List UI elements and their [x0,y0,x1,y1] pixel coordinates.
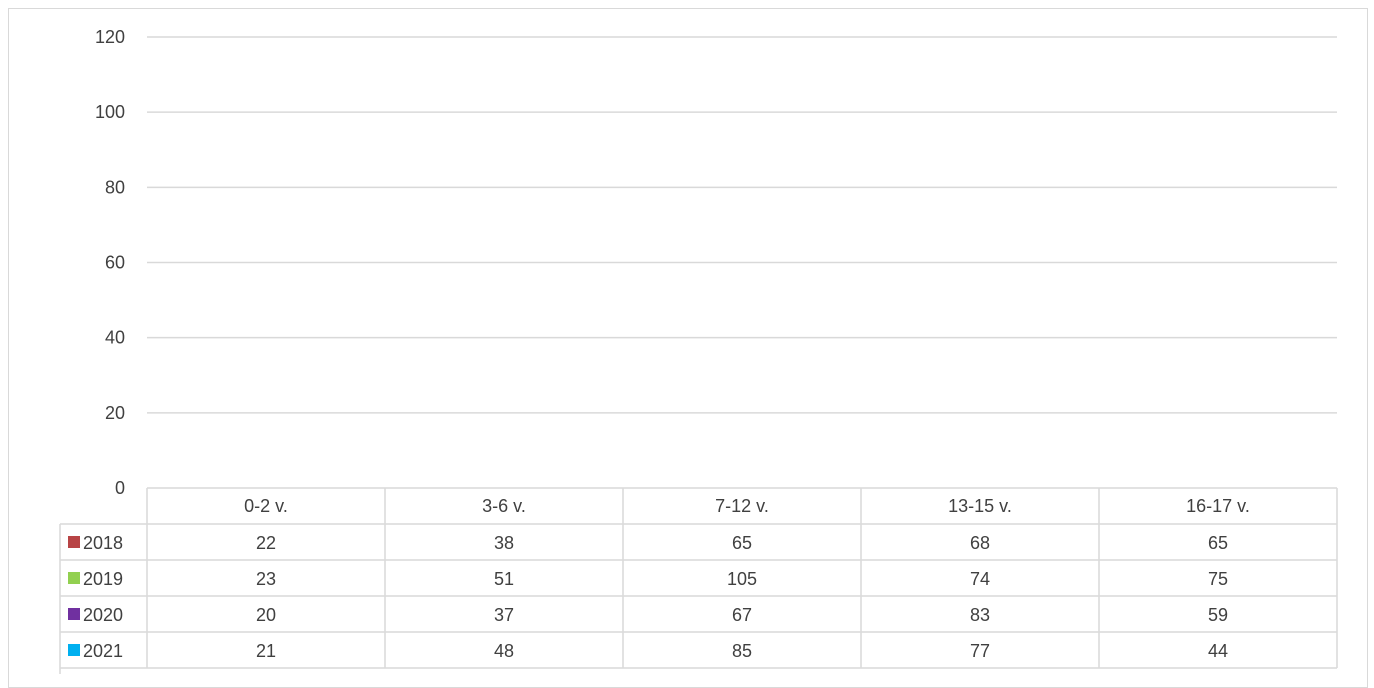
data-label: 85 [732,641,752,661]
legend-label: 2020 [83,605,123,625]
y-tick-label: 20 [105,403,125,423]
y-tick-label: 40 [105,328,125,348]
data-label: 65 [1208,533,1228,553]
data-label: 68 [970,533,990,553]
y-tick-label: 80 [105,177,125,197]
data-label: 74 [970,569,990,589]
legend-label: 2021 [83,641,123,661]
data-label: 20 [256,605,276,625]
bars [183,93,1301,488]
category-label: 7-12 v. [715,496,769,516]
data-label: 23 [256,569,276,589]
data-label: 105 [727,569,757,589]
y-tick-label: 60 [105,253,125,273]
data-label: 51 [494,569,514,589]
data-label: 22 [256,533,276,553]
legend-label: 2018 [83,533,123,553]
chart: 0 20 40 60 80 100 120 0-2 v. 3-6 v. 7-12 v. 13-15… [59,27,1338,674]
legend-swatch-2020 [68,608,80,620]
data-label: 75 [1208,569,1228,589]
data-table: 0-2 v. 3-6 v. 7-12 v. 13-15 v. 16-17 v. 2018 2… [59,487,1338,674]
y-tick-label: 0 [115,478,125,498]
data-label: 48 [494,641,514,661]
data-label: 83 [970,605,990,625]
data-label: 77 [970,641,990,661]
data-label: 21 [256,641,276,661]
gridlines [147,36,1337,414]
legend-swatch-2018 [68,536,80,548]
data-label: 59 [1208,605,1228,625]
legend-swatch-2019 [68,572,80,584]
category-label: 3-6 v. [482,496,526,516]
data-label: 65 [732,533,752,553]
legend-swatch-2021 [68,644,80,656]
legend-label: 2019 [83,569,123,589]
category-label: 16-17 v. [1186,496,1250,516]
y-axis: 0 20 40 60 80 100 120 [95,27,125,498]
data-label: 37 [494,605,514,625]
y-tick-label: 120 [95,27,125,47]
category-label: 13-15 v. [948,496,1012,516]
data-label: 44 [1208,641,1228,661]
category-label: 0-2 v. [244,496,288,516]
data-label: 38 [494,533,514,553]
y-tick-label: 100 [95,102,125,122]
data-label: 67 [732,605,752,625]
